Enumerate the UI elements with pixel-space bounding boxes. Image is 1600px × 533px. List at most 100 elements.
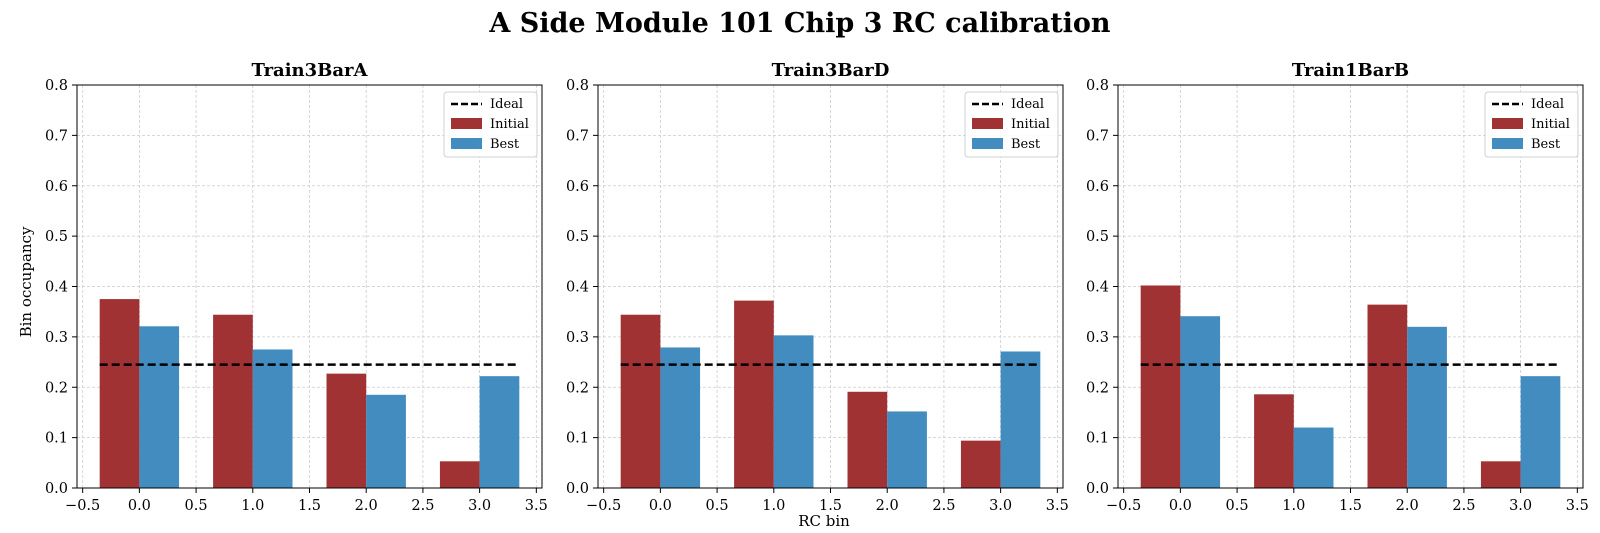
y-tick-label: 0.7 [45, 128, 68, 144]
x-tick-label: 1.0 [1282, 498, 1305, 514]
x-tick-label: 3.5 [1566, 498, 1589, 514]
bar-initial-0 [99, 299, 140, 488]
x-tick-label: 2.5 [1452, 498, 1475, 514]
x-tick-label: 0.5 [185, 498, 208, 514]
bar-best-3 [1520, 376, 1561, 488]
legend-label-initial: Initial [1011, 117, 1050, 132]
y-tick-label: 0.2 [566, 380, 589, 396]
x-tick-label: −0.5 [65, 498, 100, 514]
panel-1: −0.5 0.0 0.5 1.0 1.5 2.0 2.5 3.0 3.50.00.10.20.3… [45, 60, 548, 514]
x-tick-label: 1.0 [241, 498, 264, 514]
x-ticks: −0.5 0.0 0.5 1.0 1.5 2.0 2.5 3.0 3.5 [65, 488, 548, 514]
legend-label-ideal: Ideal [1011, 97, 1044, 112]
y-tick-label: 0.8 [1086, 78, 1109, 94]
legend-label-best: Best [1011, 137, 1041, 152]
legend: Ideal Initial Best [964, 91, 1059, 158]
panel-2: −0.5 0.0 0.5 1.0 1.5 2.0 2.5 3.0 3.50.00.10.20.3… [566, 60, 1069, 514]
bar-best-2 [887, 411, 927, 488]
x-tick-label: 1.5 [298, 498, 321, 514]
y-tick-label: 0.1 [1086, 431, 1109, 447]
legend-label-ideal: Ideal [1531, 97, 1564, 112]
x-tick-label: 1.0 [762, 498, 785, 514]
bar-best-1 [1293, 427, 1334, 488]
y-ticks: 0.0 0.1 0.2 0.3 0.4 0.5 0.6 0.7 0.8 [566, 78, 598, 497]
x-tick-label: 3.5 [1046, 498, 1069, 514]
figure-title: A Side Module 101 Chip 3 RC calibration [488, 8, 1111, 39]
bar-initial-3 [439, 461, 480, 488]
legend: Ideal Initial Best [1484, 91, 1579, 158]
x-tick-label: 3.0 [1509, 498, 1532, 514]
x-ticks: −0.5 0.0 0.5 1.0 1.5 2.0 2.5 3.0 3.5 [1106, 488, 1589, 514]
y-tick-label: 0.5 [45, 229, 68, 245]
x-tick-label: 3.0 [989, 498, 1012, 514]
y-ticks: 0.0 0.1 0.2 0.3 0.4 0.5 0.6 0.7 0.8 [45, 78, 77, 497]
bar-best-0 [139, 326, 180, 488]
legend-swatch-initial [1492, 118, 1523, 129]
x-tick-label: 1.5 [1339, 498, 1362, 514]
bar-initial-0 [1140, 285, 1181, 488]
x-tick-label: −0.5 [1106, 498, 1141, 514]
x-tick-label: 2.0 [876, 498, 899, 514]
panel-3: −0.5 0.0 0.5 1.0 1.5 2.0 2.5 3.0 3.50.00.10.20.3… [1086, 60, 1589, 514]
y-tick-label: 0.4 [1086, 280, 1109, 296]
y-tick-label: 0.6 [1086, 179, 1109, 195]
y-tick-label: 0.4 [566, 280, 589, 296]
legend-label-best: Best [1531, 137, 1561, 152]
y-ticks: 0.0 0.1 0.2 0.3 0.4 0.5 0.6 0.7 0.8 [1086, 78, 1118, 497]
x-tick-label: −0.5 [586, 498, 621, 514]
x-tick-label: 0.0 [649, 498, 672, 514]
bar-best-2 [1407, 326, 1447, 488]
bar-initial-1 [213, 314, 253, 488]
legend-swatch-best [972, 138, 1003, 149]
y-tick-label: 0.0 [45, 481, 68, 497]
x-tick-label: 3.0 [468, 498, 491, 514]
legend-swatch-best [1492, 138, 1523, 149]
bar-best-3 [1000, 351, 1041, 488]
y-tick-label: 0.0 [1086, 481, 1109, 497]
bar-best-1 [773, 335, 814, 488]
y-tick-label: 0.0 [566, 481, 589, 497]
x-tick-label: 3.5 [525, 498, 548, 514]
x-tick-label: 0.5 [706, 498, 729, 514]
y-tick-label: 0.5 [566, 229, 589, 245]
y-tick-label: 0.5 [1086, 229, 1109, 245]
bar-initial-2 [326, 373, 367, 488]
bar-best-0 [660, 347, 701, 488]
legend-label-initial: Initial [490, 117, 529, 132]
y-tick-label: 0.7 [1086, 128, 1109, 144]
panel-title: Train1BarB [1292, 60, 1409, 81]
y-tick-label: 0.1 [566, 431, 589, 447]
x-tick-label: 0.5 [1226, 498, 1249, 514]
y-tick-label: 0.3 [45, 330, 68, 346]
y-tick-label: 0.4 [45, 280, 68, 296]
x-tick-label: 1.5 [819, 498, 842, 514]
bar-best-1 [252, 349, 293, 488]
legend-label-initial: Initial [1531, 117, 1570, 132]
panel-title: Train3BarD [772, 60, 890, 81]
bar-best-0 [1180, 316, 1221, 488]
legend-swatch-initial [451, 118, 482, 129]
x-tick-label: 0.0 [128, 498, 151, 514]
x-axis-label: RC bin [798, 512, 850, 530]
bar-initial-2 [1367, 304, 1408, 488]
legend-label-ideal: Ideal [490, 97, 523, 112]
x-ticks: −0.5 0.0 0.5 1.0 1.5 2.0 2.5 3.0 3.5 [586, 488, 1069, 514]
bar-initial-0 [620, 314, 661, 488]
panel-title: Train3BarA [251, 60, 368, 81]
bars [99, 299, 520, 488]
legend-swatch-initial [972, 118, 1003, 129]
x-tick-label: 2.5 [932, 498, 955, 514]
y-tick-label: 0.2 [1086, 380, 1109, 396]
x-tick-label: 2.5 [411, 498, 434, 514]
y-axis-label: Bin occupancy [17, 226, 35, 337]
bar-best-2 [366, 394, 406, 488]
bars [620, 300, 1041, 488]
y-tick-label: 0.6 [566, 179, 589, 195]
y-tick-label: 0.2 [45, 380, 68, 396]
legend-label-best: Best [490, 137, 520, 152]
x-tick-label: 2.0 [1396, 498, 1419, 514]
legend-swatch-best [451, 138, 482, 149]
bars [1140, 285, 1561, 488]
legend: Ideal Initial Best [443, 91, 538, 158]
